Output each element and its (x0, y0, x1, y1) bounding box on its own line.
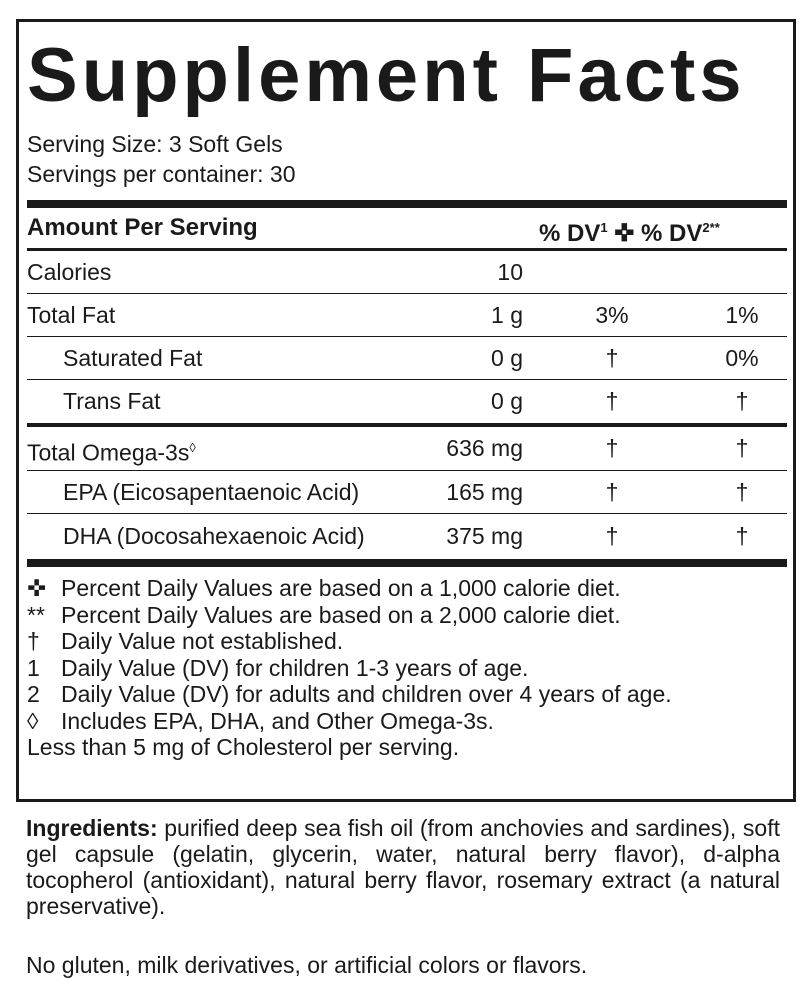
divider (27, 470, 787, 471)
table-row: Saturated Fat 0 g † 0% (27, 337, 787, 379)
footnote-text: Percent Daily Values are based on a 2,00… (61, 601, 621, 628)
nutrient-amount: 636 mg (446, 435, 523, 461)
dv1-sup: 1 (600, 220, 608, 235)
dv2-value: 1% (725, 302, 759, 328)
cholesterol-note: Less than 5 mg of Cholesterol per servin… (27, 734, 460, 760)
nutrient-amount: 1 g (491, 302, 523, 328)
table-row: DHA (Docosahexaenoic Acid) 375 mg † † (27, 515, 787, 557)
serving-size: Serving Size: 3 Soft Gels (27, 131, 283, 157)
footnote: ** Percent Daily Values are based on a 2,… (27, 602, 672, 629)
dv2-value: † (735, 523, 749, 549)
dv2-header: % DV (641, 220, 703, 247)
allergen-note: No gluten, milk derivatives, or artifici… (26, 952, 588, 978)
footnote: 2 Daily Value (DV) for adults and childre… (27, 681, 672, 708)
dv1-value: 3% (595, 302, 629, 328)
panel-title: Supplement Facts (27, 33, 746, 118)
footnote-symbol: ** (27, 601, 45, 628)
nutrient-name: EPA (Eicosapentaenoic Acid) (63, 479, 360, 505)
footnote: ✜ Percent Daily Values are based on a 1,0… (27, 575, 672, 602)
divider (27, 379, 787, 380)
dv-headers: % DV1 ✜ % DV2** (539, 208, 720, 254)
nutrient-name: DHA (Docosahexaenoic Acid) (63, 523, 365, 549)
dv2-value: † (735, 479, 749, 505)
footnote-symbol: ◊ (27, 707, 39, 734)
supplement-facts-panel: Supplement Facts Serving Size: 3 Soft Ge… (16, 19, 796, 802)
footnote-text: Includes EPA, DHA, and Other Omega-3s. (61, 707, 494, 734)
divider (27, 513, 787, 514)
ingredients-text: purified deep sea fish oil (from anchovi… (26, 815, 781, 919)
ingredients: Ingredients: purified deep sea fish oil … (26, 815, 780, 919)
table-row: EPA (Eicosapentaenoic Acid) 165 mg † † (27, 471, 787, 513)
diamond-sup: ◊ (189, 440, 196, 455)
nutrient-name: Total Omega-3s◊ (27, 427, 196, 474)
dv2-value: † (735, 388, 749, 414)
footnote: ◊ Includes EPA, DHA, and Other Omega-3s. (27, 708, 672, 735)
footnote-symbol: † (27, 628, 40, 654)
divider-thick (27, 200, 787, 208)
footnote-symbol: 2 (27, 681, 40, 707)
amount-per-serving-label: Amount Per Serving (27, 214, 258, 241)
dv2-value: 0% (725, 345, 759, 371)
dv1-value: † (605, 345, 619, 371)
divider-thick (27, 559, 787, 567)
servings-per-container: Servings per container: 30 (27, 161, 296, 187)
divider (27, 293, 787, 294)
footnote: † Daily Value not established. (27, 628, 672, 655)
nutrient-amount: 375 mg (446, 523, 523, 549)
dv2-value: † (735, 435, 749, 461)
table-header: Amount Per Serving % DV1 ✜ % DV2** (27, 208, 787, 248)
nutrient-name: Trans Fat (63, 388, 161, 414)
table-row: Total Omega-3s◊ 636 mg † † (27, 427, 787, 469)
footnote-text: Daily Value not established. (61, 628, 344, 654)
divider-medium (27, 423, 787, 427)
footnote-symbol: 1 (27, 654, 40, 681)
dv1-header: % DV (539, 220, 601, 247)
dv1-value: † (605, 523, 619, 549)
nutrient-amount: 10 (497, 259, 523, 285)
table-row: Total Fat 1 g 3% 1% (27, 294, 787, 336)
table-row: Calories 10 (27, 251, 787, 293)
dv1-value: † (605, 435, 619, 461)
footnote-symbol: ✜ (27, 575, 47, 601)
footnotes: ✜ Percent Daily Values are based on a 1,0… (27, 575, 672, 761)
cross-icon: ✜ (614, 220, 635, 247)
footnote-text: Daily Value (DV) for children 1-3 years … (61, 654, 529, 681)
nutrient-name: Saturated Fat (63, 345, 203, 371)
divider (27, 336, 787, 337)
nutrient-amount: 0 g (491, 388, 523, 414)
nutrient-amount: 165 mg (446, 479, 523, 505)
nutrient-name: Total Fat (27, 302, 116, 328)
footnote-text: Percent Daily Values are based on a 1,00… (61, 575, 621, 601)
nutrient-amount: 0 g (491, 345, 523, 371)
dv1-value: † (605, 479, 619, 505)
omega-name: Total Omega-3s (27, 439, 190, 466)
dv2-sup: 2** (702, 220, 720, 235)
dv1-value: † (605, 388, 619, 414)
nutrient-name: Calories (27, 259, 112, 285)
footnote: 1 Daily Value (DV) for children 1-3 years… (27, 655, 672, 682)
divider (27, 248, 787, 251)
table-row: Trans Fat 0 g † † (27, 380, 787, 422)
ingredients-label: Ingredients: (26, 815, 158, 841)
footnote-text: Daily Value (DV) for adults and children… (61, 681, 672, 707)
